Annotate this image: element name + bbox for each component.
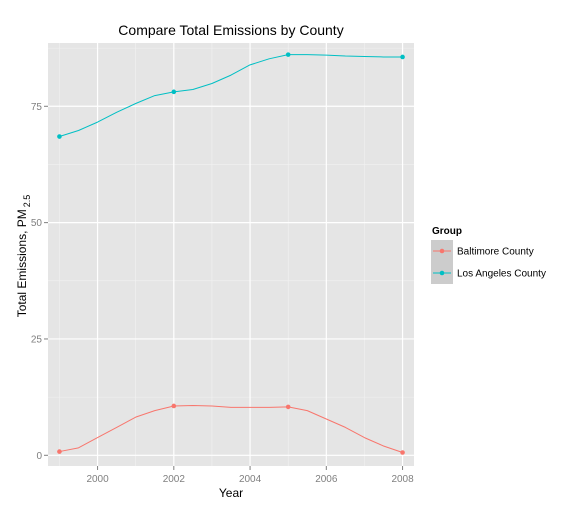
legend: Group Baltimore County Los Angeles County [431,226,546,284]
x-tick-label: 2004 [239,474,262,485]
minor-gridlines [48,43,414,466]
y-tick-label: 0 [36,451,42,462]
data-point-series-0 [400,450,405,455]
y-tick-label: 75 [31,102,43,113]
x-axis-title: Year [219,486,243,500]
x-axis-ticks: 2000 2002 2004 2006 2008 [86,466,414,485]
x-tick-label: 2002 [163,474,186,485]
y-axis-title-group: Total Emissions, PM2.5 [15,195,32,318]
y-tick-label: 25 [31,334,43,345]
x-tick-label: 2000 [86,474,109,485]
data-point-series-1 [400,54,405,60]
data-point-series-1 [171,89,177,95]
series-points [57,52,405,455]
major-gridlines [48,43,414,466]
chart-title: Compare Total Emissions by County [118,22,343,38]
legend-label-0: Baltimore County [457,247,534,258]
data-point-series-1 [285,52,291,57]
plot-panel [48,43,414,466]
y-tick-label: 50 [31,218,43,229]
series-lines [59,54,403,453]
x-tick-label: 2006 [315,474,338,485]
x-tick-label: 2008 [391,474,414,485]
series-line-0 [59,405,403,453]
series-line-1 [59,54,403,138]
y-axis-title-main: Total Emissions, PM [15,209,29,317]
legend-key-point-0 [439,248,445,254]
data-point-series-0 [57,449,62,454]
y-axis-title: Total Emissions, PM2.5 [15,195,32,318]
data-point-series-1 [57,134,62,139]
y-axis-ticks: 0 25 50 75 [31,102,48,462]
data-point-series-0 [171,403,177,409]
legend-label-1: Los Angeles County [457,269,546,280]
y-axis-title-subscript: 2.5 [22,195,32,208]
data-point-series-0 [285,404,291,410]
legend-key-point-1 [439,270,445,276]
legend-title: Group [432,226,462,237]
